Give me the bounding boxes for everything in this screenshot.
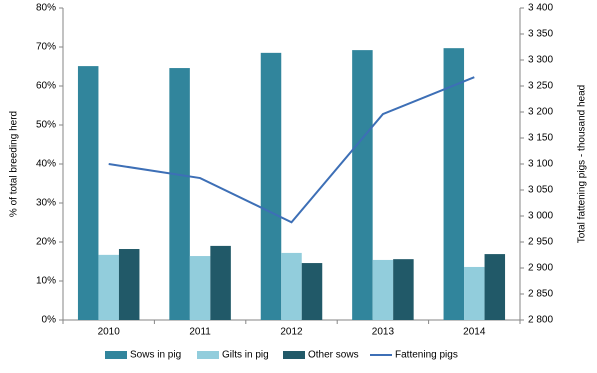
y2-tick-label: 3 100: [528, 159, 553, 170]
y-tick-label: 50%: [36, 120, 56, 131]
bar: [443, 48, 465, 321]
bar: [118, 249, 140, 320]
y2-tick-label: 3 250: [528, 81, 553, 92]
legend-label: Fattening pigs: [395, 350, 458, 361]
y-tick-label: 10%: [36, 276, 56, 287]
bar: [98, 254, 119, 320]
y2-axis-title: Total fattening pigs - thousand head: [577, 85, 588, 243]
legend-label: Other sows: [308, 350, 359, 361]
bar: [169, 68, 190, 320]
bar: [464, 266, 485, 320]
y-tick-label: 30%: [36, 198, 56, 209]
bar: [210, 245, 231, 320]
legend-swatch: [197, 351, 219, 359]
y-axis-title: % of total breeding herd: [9, 111, 20, 217]
bar: [281, 252, 302, 320]
legend-swatch: [283, 351, 305, 359]
bar: [260, 52, 282, 320]
y2-tick-label: 3 000: [528, 211, 553, 222]
y2-tick-label: 3 400: [528, 3, 553, 14]
x-tick-label: 2014: [463, 327, 486, 338]
bar: [393, 259, 414, 320]
bar: [189, 256, 211, 320]
y2-tick-label: 3 150: [528, 133, 553, 144]
y-tick-label: 70%: [36, 42, 56, 53]
x-tick-label: 2011: [189, 327, 211, 338]
bar: [301, 263, 323, 320]
y2-tick-label: 2 850: [528, 289, 553, 300]
y-tick-label: 20%: [36, 237, 56, 248]
x-tick-label: 2012: [280, 327, 303, 338]
line: [108, 76, 475, 224]
y-tick-label: 60%: [36, 81, 56, 92]
legend-label: Sows in pig: [130, 350, 181, 361]
bar: [372, 259, 394, 320]
x-tick-label: 2013: [372, 327, 395, 338]
y2-tick-label: 2 950: [528, 237, 553, 248]
y2-tick-label: 3 050: [528, 185, 553, 196]
bar: [77, 66, 99, 320]
y2-tick-label: 3 350: [528, 29, 553, 40]
y-tick-label: 80%: [36, 3, 56, 14]
y-tick-label: 40%: [36, 159, 56, 170]
bar: [352, 50, 373, 321]
legend-swatch: [105, 351, 127, 359]
y2-tick-label: 3 200: [528, 107, 553, 118]
x-tick-label: 2010: [98, 327, 121, 338]
y-tick-label: 0%: [42, 315, 57, 326]
y2-tick-label: 2 800: [528, 315, 553, 326]
legend-label: Gilts in pig: [222, 350, 269, 361]
bar: [484, 254, 506, 320]
y2-tick-label: 2 900: [528, 263, 553, 274]
y2-tick-label: 3 300: [528, 55, 553, 66]
